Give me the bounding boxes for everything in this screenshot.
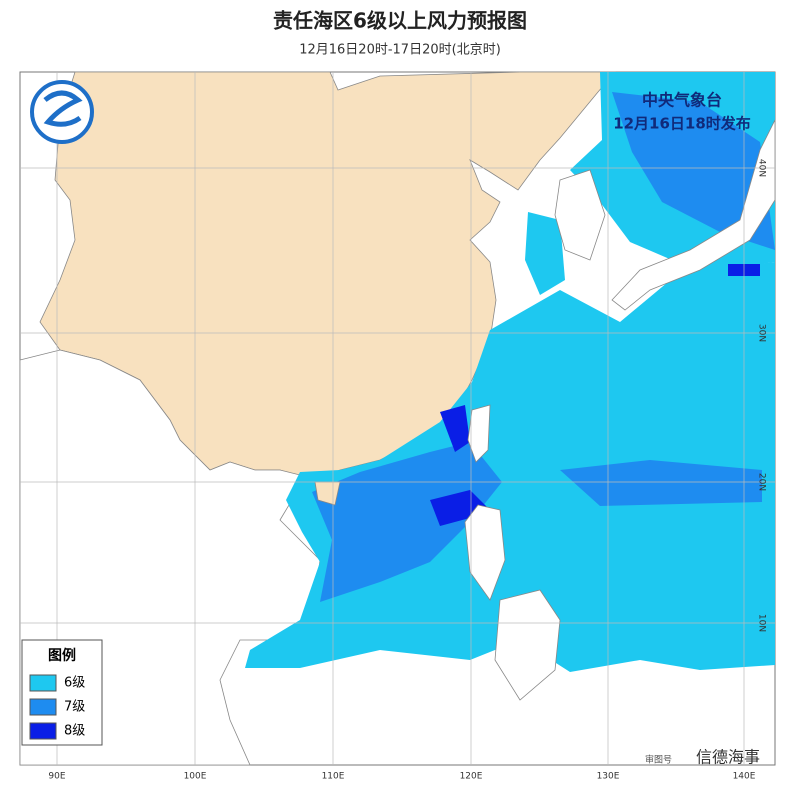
sea-wind-8 <box>440 405 470 452</box>
sea-wind-8 <box>430 490 492 526</box>
logo <box>30 80 94 144</box>
lon-label: 90E <box>48 772 65 782</box>
graticule <box>20 72 775 765</box>
map: 中央气象台 12月16日18时发布 图例 6级 7级 8级 审图号 信德海事 <box>19 71 776 767</box>
lat-label: 20N <box>757 473 767 491</box>
sea-wind-7 <box>612 92 775 250</box>
legend-label: 6级 <box>64 676 85 691</box>
lon-label: 120E <box>460 772 483 782</box>
lat-label: 10N <box>757 614 767 632</box>
watermark: 信德海事 <box>696 748 760 767</box>
lon-label: 140E <box>733 772 756 782</box>
island-taiwan <box>467 404 491 463</box>
legend: 图例 6级 7级 8级 <box>21 639 103 746</box>
subtitle: 12月16日20时-17日20时(北京时) <box>299 43 501 58</box>
sea-wind-7 <box>560 460 762 506</box>
legend-swatch <box>29 722 57 740</box>
islands-philippines <box>494 589 561 701</box>
legend-label: 8级 <box>64 724 85 739</box>
land-japan <box>611 119 776 311</box>
lat-label: 40N <box>757 159 767 177</box>
legend-swatch <box>29 674 57 692</box>
lon-label: 100E <box>184 772 207 782</box>
approval-number: 审图号 <box>645 754 672 766</box>
legend-swatch <box>29 698 57 716</box>
issuer-agency: 中央气象台 <box>642 91 722 110</box>
lat-label: 30N <box>757 324 767 342</box>
lon-label: 130E <box>597 772 620 782</box>
island-luzon <box>464 504 506 601</box>
title: 责任海区6级以上风力预报图 <box>273 9 527 33</box>
sea-wind-6 <box>525 212 565 295</box>
issuer-time: 12月16日18时发布 <box>613 115 751 133</box>
lon-label: 110E <box>322 772 345 782</box>
land-korea <box>554 169 606 261</box>
legend-label: 7级 <box>64 700 85 715</box>
legend-title: 图例 <box>48 647 76 664</box>
